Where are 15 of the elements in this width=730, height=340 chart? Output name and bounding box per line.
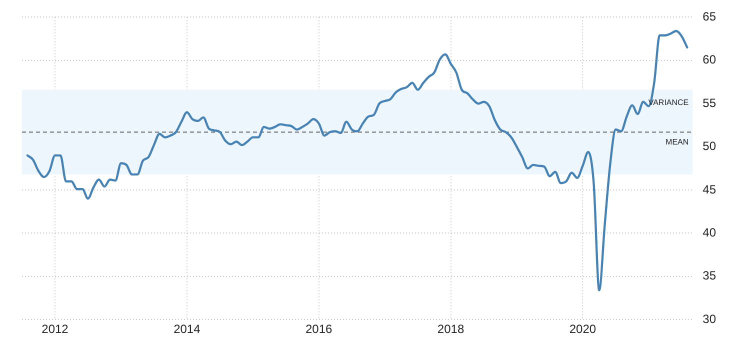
y-tick-label: 65	[702, 10, 716, 24]
y-tick-label: 35	[702, 268, 716, 283]
y-tick-label: 30	[702, 312, 716, 326]
x-tick-label: 2014	[174, 322, 201, 336]
x-tick-label: 2020	[569, 322, 596, 336]
x-tick-label: 2012	[42, 322, 69, 336]
y-tick-label: 45	[702, 182, 716, 196]
ref-line-label: MEAN	[666, 137, 689, 146]
y-tick-label: 50	[702, 139, 716, 154]
x-tick-label: 2018	[437, 322, 464, 336]
line-series	[26, 30, 688, 292]
y-tick-label: 55	[702, 96, 716, 110]
y-tick-label: 60	[702, 52, 716, 67]
y-tick-label: 40	[702, 226, 716, 240]
x-tick-label: 2016	[305, 322, 333, 336]
